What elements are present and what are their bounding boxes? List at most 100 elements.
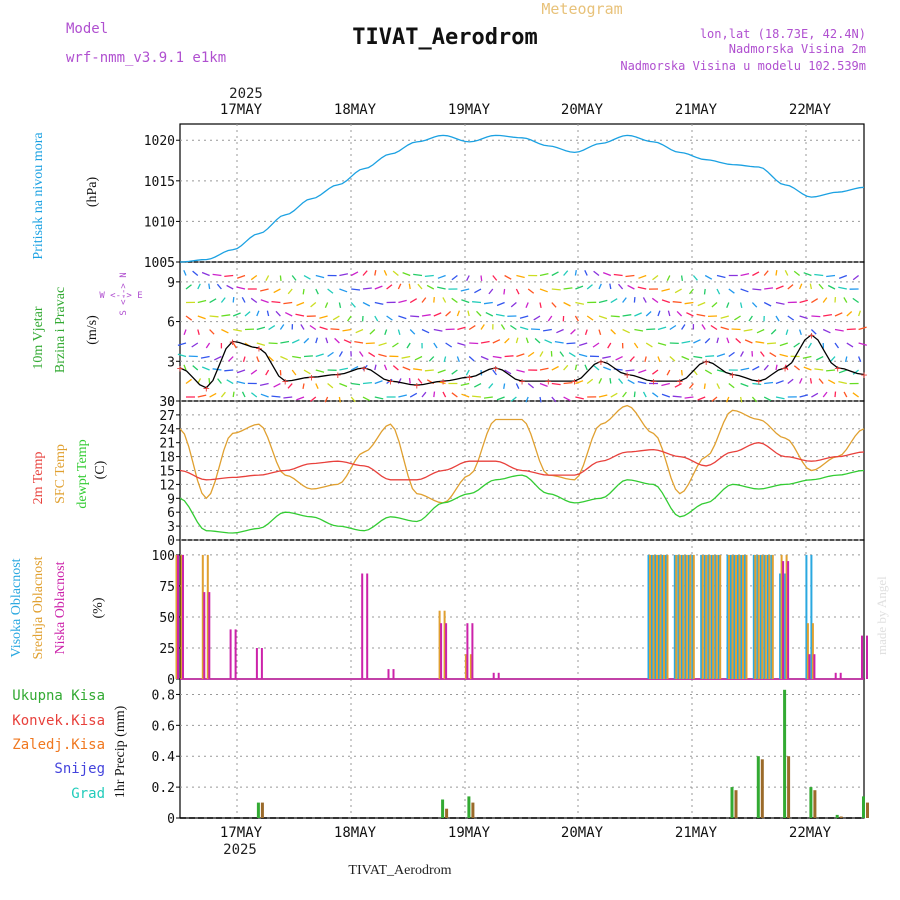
- wind-barb: [495, 313, 505, 317]
- wind-barb: [764, 287, 774, 290]
- wind-barb: [809, 378, 813, 384]
- wind-barb: [822, 297, 828, 303]
- wind-barb: [844, 356, 848, 363]
- wind-barb: [209, 392, 217, 398]
- wind-barb: [645, 342, 653, 348]
- temp2m-line: [179, 442, 865, 481]
- wind-barb: [520, 326, 529, 331]
- precip-conv-bar: [813, 790, 817, 818]
- cloud-bar-0: [766, 554, 769, 679]
- cloud-bar-0: [756, 554, 759, 679]
- cloud-bar-1: [206, 554, 209, 679]
- cloud-bar-1: [464, 654, 467, 679]
- wind-barb: [354, 340, 364, 344]
- cloud-label-3: Niska Oblacnost: [53, 561, 68, 654]
- wind-barb: [224, 274, 234, 278]
- wind-barb: [826, 369, 836, 372]
- wind-barb: [265, 369, 270, 376]
- wind-barb: [784, 270, 789, 276]
- wind-barb: [852, 274, 860, 281]
- wind-barb: [574, 269, 577, 276]
- wind-barb: [236, 286, 246, 290]
- wind-gust-mark: +: [703, 355, 710, 368]
- wind-barb: [661, 382, 670, 387]
- wind-barb: [339, 382, 348, 388]
- wind-barb: [539, 288, 548, 293]
- wind-barb: [610, 315, 620, 318]
- wind-barb: [256, 326, 266, 331]
- cloud-bar-0: [737, 554, 739, 679]
- cloud-bar-2: [234, 629, 237, 679]
- wind-barb: [350, 396, 356, 403]
- wind-barb: [551, 382, 561, 386]
- wind-barb: [740, 382, 749, 388]
- wind-barb: [716, 274, 726, 279]
- model-value: wrf-nmm_v3.9.1 e1km: [66, 50, 226, 66]
- pressure-label: Pritisak na nivou mora: [31, 132, 46, 260]
- wind-barb: [303, 355, 313, 358]
- cloud-bar-1: [443, 610, 446, 679]
- wind-barb: [716, 353, 726, 358]
- wind-gust-mark: +: [677, 375, 684, 388]
- wind-barb: [226, 379, 234, 385]
- wind-barb: [488, 383, 494, 389]
- cloud-bar-0: [740, 554, 743, 679]
- wind-barb: [309, 396, 317, 402]
- wind-barb: [696, 313, 706, 317]
- wind-barb: [756, 328, 765, 334]
- ytick-label-temp: 3: [167, 520, 175, 535]
- wind-barb: [846, 328, 856, 331]
- wind-barb: [703, 288, 706, 295]
- wind-barb: [559, 351, 565, 357]
- wind-barb: [637, 286, 647, 290]
- wind-barb: [593, 365, 600, 371]
- wind-barb: [350, 302, 356, 308]
- wind-barb: [296, 396, 305, 401]
- wind-barb: [726, 396, 730, 403]
- wind-barb: [716, 288, 721, 295]
- wind-barb: [563, 287, 573, 290]
- wind-barb: [280, 355, 288, 361]
- cloud-bar-0: [677, 554, 680, 679]
- wind-speed-line: [179, 333, 865, 389]
- precip-conv-bar: [260, 802, 264, 818]
- wind-gust-mark: +: [650, 375, 657, 388]
- precip-unit: 1hr Precip (mm): [113, 705, 128, 798]
- cloud-bar-1: [715, 554, 718, 679]
- wind-barb: [433, 328, 443, 332]
- wind-barb: [465, 369, 470, 376]
- wind-gust-mark: +: [203, 382, 210, 395]
- wind-barb: [397, 283, 402, 290]
- wind-barb: [451, 369, 458, 375]
- wind-barb: [661, 288, 670, 292]
- wind-barb: [260, 288, 269, 292]
- wind-barb: [539, 351, 544, 357]
- cloud-bar-1: [663, 554, 665, 679]
- wind-barb: [233, 328, 242, 332]
- wind-barb: [798, 329, 802, 335]
- ytick-label-temp: 6: [167, 506, 175, 521]
- wind-barb: [686, 312, 694, 317]
- wind-barb: [327, 288, 334, 294]
- wind-barb: [292, 355, 302, 359]
- wind-barb: [324, 396, 329, 403]
- wind-barb: [799, 315, 808, 320]
- cloud-bar-1: [719, 554, 722, 679]
- wind-barb: [315, 274, 325, 279]
- ytick-label-temp: 24: [159, 423, 175, 438]
- wind-barb: [515, 288, 520, 295]
- bottom-year-label: 2025: [223, 842, 257, 858]
- wind-barb: [350, 365, 359, 371]
- wind-barb: [268, 356, 274, 362]
- legend-snow: Snijeg: [54, 761, 105, 777]
- wind-barb: [705, 355, 715, 358]
- wind-barb: [488, 288, 494, 295]
- wind-barb: [811, 315, 821, 318]
- wind-barb: [527, 288, 535, 294]
- cloud-bar-1: [705, 554, 708, 679]
- legend-frozen: Zaledj.Kisa: [12, 737, 105, 753]
- cloud-bar-2: [839, 672, 842, 679]
- wind-barb: [324, 302, 329, 308]
- wind-barb: [279, 324, 285, 330]
- wind-barb: [728, 288, 735, 294]
